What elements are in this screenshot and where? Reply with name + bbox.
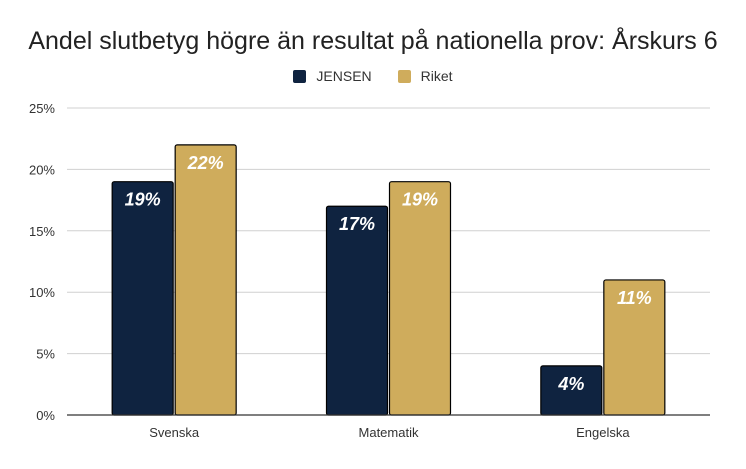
legend-swatch-riket [397,69,411,83]
y-tick-label: 20% [29,162,55,177]
data-label: 19% [125,190,161,210]
legend-label-riket: Riket [420,68,453,84]
data-label: 11% [617,288,652,308]
legend-item-jensen: JENSEN [293,68,372,84]
data-label: 19% [402,190,438,210]
legend-item-riket: Riket [397,68,453,84]
data-label: 17% [339,214,375,234]
legend-swatch-jensen [293,69,307,83]
x-tick-label: Matematik [359,425,419,440]
y-tick-label: 15% [29,224,55,239]
x-tick-label: Engelska [576,425,630,440]
legend: JENSEN Riket [0,68,746,84]
x-tick-label: Svenska [149,425,200,440]
y-tick-label: 5% [36,347,55,362]
y-tick-label: 0% [36,408,55,423]
chart-title: Andel slutbetyg högre än resultat på nat… [28,27,718,55]
bar-riket-svenska [174,144,237,416]
bar-jensen-matematik [325,205,389,416]
bar-jensen-svenska [111,181,174,416]
data-label: 22% [187,153,224,173]
data-label: 4% [557,374,584,394]
y-tick-label: 10% [29,285,55,300]
y-tick-label: 25% [29,101,55,116]
legend-label-jensen: JENSEN [316,68,372,84]
bar-riket-matematik [388,181,452,416]
